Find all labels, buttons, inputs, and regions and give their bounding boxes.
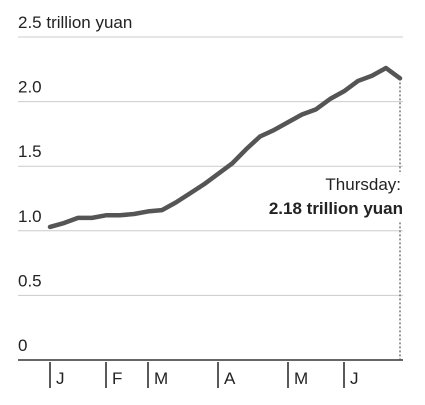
annotation-value: 2.18 trillion yuan [269,199,403,218]
y-tick-label: 0.5 [18,271,42,290]
x-tick-label: A [224,369,236,388]
line-series [47,65,403,230]
y-tick-label: 1.5 [18,142,42,161]
x-tick-label: J [56,369,65,388]
annotation-label: Thursday: [325,175,401,194]
annotation-bg [250,172,406,222]
x-tick-label: M [154,369,168,388]
y-tick-label: 2.0 [18,78,42,97]
x-tick-label: J [350,369,359,388]
y-tick-label: 1.0 [18,207,42,226]
x-tick-label: M [294,369,308,388]
y-tick-label: 0 [18,336,27,355]
x-tick-label: F [112,369,122,388]
y-tick-label: 2.5 trillion yuan [18,13,132,32]
